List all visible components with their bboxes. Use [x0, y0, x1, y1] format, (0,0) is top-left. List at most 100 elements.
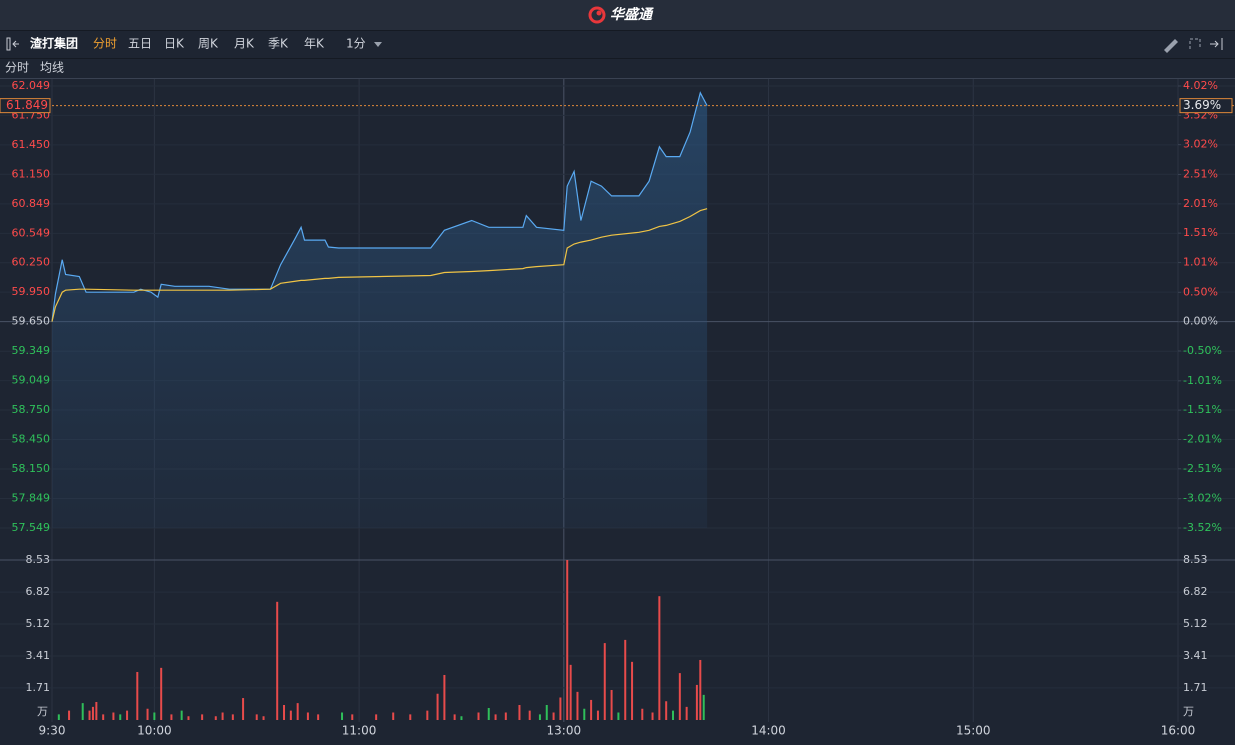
- volume-bar: [392, 712, 395, 720]
- x-tick-label: 15:00: [956, 724, 991, 738]
- volume-bar: [453, 714, 456, 720]
- y-tick-label: 57.849: [12, 492, 51, 505]
- y-tick-label: 59.049: [12, 374, 51, 387]
- volume-bar: [201, 714, 204, 720]
- y2-tick-label: -3.02%: [1183, 492, 1222, 505]
- y2-tick-label: -1.51%: [1183, 403, 1222, 416]
- y-tick-label: 1.71: [26, 681, 51, 694]
- volume-bar: [283, 704, 286, 720]
- volume-bar: [242, 698, 245, 720]
- x-tick-label: 13:00: [547, 724, 582, 738]
- volume-bar: [569, 664, 572, 720]
- volume-bar: [375, 714, 378, 720]
- volume-bar: [631, 661, 634, 720]
- volume-bar: [576, 691, 579, 720]
- y-tick-label: 59.650: [12, 315, 51, 328]
- volume-bar: [112, 712, 115, 720]
- x-tick-label: 11:00: [342, 724, 377, 738]
- volume-bar: [170, 714, 173, 720]
- volume-bar: [160, 667, 163, 720]
- y2-tick-label: 0.00%: [1183, 315, 1218, 328]
- draw-icon[interactable]: [1164, 39, 1178, 53]
- volume-bar: [702, 694, 705, 720]
- dropdown-caret[interactable]: [374, 42, 382, 47]
- volume-bar: [494, 714, 497, 720]
- y2-tick-label: 3.41: [1183, 649, 1208, 662]
- volume-bar: [231, 714, 234, 720]
- y-tick-label: 57.549: [12, 521, 51, 534]
- x-tick-label: 9:30: [39, 724, 66, 738]
- y-tick-label: 60.549: [12, 226, 51, 239]
- legend-entry: 分时: [5, 61, 29, 75]
- volume-bar: [68, 710, 71, 720]
- volume-bar: [603, 643, 606, 720]
- logo: [588, 6, 606, 24]
- volume-bar: [651, 712, 654, 720]
- last-change-box: [1179, 98, 1233, 114]
- volume-bar: [187, 716, 190, 720]
- period-tab[interactable]: 日K: [164, 37, 185, 51]
- volume-bar: [146, 708, 149, 720]
- y-tick-label: 58.750: [12, 403, 51, 416]
- period-tab[interactable]: 五日: [128, 37, 152, 51]
- y-tick-label: 60.250: [12, 256, 51, 269]
- volume-bar: [262, 716, 265, 720]
- legend-entry: 均线: [40, 61, 64, 75]
- volume-bar: [624, 639, 627, 720]
- volume-bar: [590, 699, 593, 720]
- volume-bar: [566, 560, 569, 720]
- period-tab[interactable]: 周K: [198, 37, 219, 51]
- volume-bar: [102, 714, 105, 720]
- volume-unit: 万: [1183, 705, 1194, 718]
- toolbar: 渣打集团 分时 五日 日K 周K 月K 季K 年K 1分: [6, 36, 1223, 53]
- y-tick-label: 58.450: [12, 433, 51, 446]
- volume-bar: [91, 706, 94, 720]
- y2-tick-label: 3.02%: [1183, 138, 1218, 151]
- volume-bar: [221, 712, 224, 720]
- y-tick-label: 61.150: [12, 167, 51, 180]
- collapse-icon[interactable]: [1210, 38, 1223, 50]
- y2-tick-label: -1.01%: [1183, 374, 1222, 387]
- y-tick-label: 59.349: [12, 344, 51, 357]
- volume-bar: [409, 714, 412, 720]
- last-price-label: 61.849: [6, 98, 48, 112]
- y-tick-label: 62.049: [12, 79, 51, 92]
- volume-bar: [88, 710, 91, 720]
- fullscreen-icon[interactable]: [1189, 38, 1201, 49]
- y2-tick-label: 2.51%: [1183, 168, 1218, 181]
- volume-bar: [443, 674, 446, 720]
- volume-bar: [617, 712, 620, 720]
- symbol[interactable]: 渣打集团: [30, 36, 78, 51]
- volume-bar: [136, 671, 139, 720]
- volume-bar: [665, 701, 668, 720]
- volume-bar: [296, 703, 299, 720]
- volume-bar: [545, 704, 548, 720]
- title-bar: [0, 0, 1235, 30]
- volume-bar: [685, 706, 688, 720]
- x-tick-label: 16:00: [1161, 724, 1196, 738]
- sidebar-toggle[interactable]: [6, 37, 11, 51]
- period-tab[interactable]: 季K: [268, 37, 289, 51]
- volume-bar: [306, 712, 309, 720]
- volume-bar: [596, 710, 599, 720]
- y2-tick-label: 1.01%: [1183, 255, 1218, 268]
- interval[interactable]: 1分: [346, 37, 366, 51]
- x-tick-label: 14:00: [751, 724, 786, 738]
- y2-tick-label: 0.50%: [1183, 285, 1218, 298]
- y-tick-label: 59.950: [12, 285, 51, 298]
- period-tab[interactable]: 年K: [304, 37, 325, 51]
- volume-bar: [699, 659, 702, 720]
- volume-unit: 万: [37, 705, 48, 718]
- y2-tick-label: 2.01%: [1183, 197, 1218, 210]
- volume-bar: [504, 712, 507, 720]
- volume-bar: [559, 697, 562, 720]
- volume-bar: [538, 714, 541, 720]
- volume-bar: [436, 693, 439, 720]
- period-tab[interactable]: 分时: [93, 37, 117, 51]
- period-tab[interactable]: 月K: [234, 37, 255, 51]
- volume-bar: [126, 710, 129, 720]
- last-price-box: [0, 98, 51, 114]
- y-tick-label: 61.450: [12, 138, 51, 151]
